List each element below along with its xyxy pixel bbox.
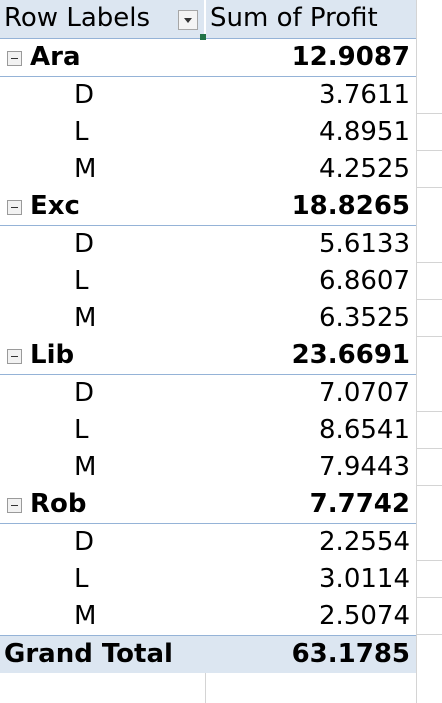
group-label: Ara [30, 39, 81, 76]
column-gridline [205, 668, 206, 703]
pivot-item-row[interactable]: D 3.7611 [0, 77, 416, 114]
item-label: L [74, 412, 89, 449]
pivot-table[interactable]: Row Labels Sum of Profit Ara 12.9087 D 3… [0, 0, 416, 673]
collapse-icon[interactable] [7, 51, 22, 66]
pivot-item-row[interactable]: M 6.3525 [0, 300, 416, 337]
item-label: L [74, 561, 89, 598]
chevron-down-icon [184, 18, 192, 23]
item-value: 5.6133 [319, 226, 410, 263]
pivot-item-row[interactable]: L 3.0114 [0, 561, 416, 598]
group-label: Lib [30, 337, 74, 374]
item-value: 7.0707 [319, 375, 410, 412]
item-label: D [74, 77, 94, 114]
group-total: 18.8265 [292, 188, 410, 225]
item-value: 3.7611 [319, 77, 410, 114]
item-label: D [74, 524, 94, 561]
group-total: 23.6691 [292, 337, 410, 374]
pivot-item-row[interactable]: D 2.2554 [0, 524, 416, 561]
pivot-item-row[interactable]: D 7.0707 [0, 375, 416, 412]
sum-of-profit-header[interactable]: Sum of Profit [210, 0, 378, 37]
header-separator [204, 0, 206, 38]
pivot-item-row[interactable]: L 4.8951 [0, 114, 416, 151]
item-label: M [74, 449, 96, 486]
item-value: 4.8951 [319, 114, 410, 151]
item-label: M [74, 598, 96, 635]
group-label: Rob [30, 486, 87, 523]
item-label: M [74, 300, 96, 337]
item-value: 4.2525 [319, 151, 410, 188]
grand-total-label: Grand Total [4, 636, 173, 673]
pivot-item-row[interactable]: M 7.9443 [0, 449, 416, 486]
pivot-item-row[interactable]: M 2.5074 [0, 598, 416, 635]
group-total: 12.9087 [292, 39, 410, 76]
filter-dropdown-button[interactable] [178, 10, 198, 30]
grand-total-value: 63.1785 [292, 636, 410, 673]
group-total: 7.7742 [310, 486, 410, 523]
item-value: 2.5074 [319, 598, 410, 635]
item-value: 2.2554 [319, 524, 410, 561]
item-value: 6.8607 [319, 263, 410, 300]
item-value: 6.3525 [319, 300, 410, 337]
item-value: 7.9443 [319, 449, 410, 486]
item-label: D [74, 226, 94, 263]
collapse-icon[interactable] [7, 349, 22, 364]
pivot-item-row[interactable]: L 6.8607 [0, 263, 416, 300]
item-label: L [74, 114, 89, 151]
pivot-group-row[interactable]: Ara 12.9087 [0, 39, 416, 77]
pivot-item-row[interactable]: D 5.6133 [0, 226, 416, 263]
grand-total-row[interactable]: Grand Total 63.1785 [0, 635, 416, 673]
pivot-group-row[interactable]: Lib 23.6691 [0, 337, 416, 375]
item-label: L [74, 263, 89, 300]
item-label: D [74, 375, 94, 412]
item-value: 8.6541 [319, 412, 410, 449]
row-labels-header[interactable]: Row Labels [4, 0, 150, 37]
item-label: M [74, 151, 96, 188]
collapse-icon[interactable] [7, 498, 22, 513]
pivot-item-row[interactable]: M 4.2525 [0, 151, 416, 188]
pivot-header-row: Row Labels Sum of Profit [0, 0, 416, 39]
pivot-group-row[interactable]: Exc 18.8265 [0, 188, 416, 226]
collapse-icon[interactable] [7, 200, 22, 215]
pivot-item-row[interactable]: L 8.6541 [0, 412, 416, 449]
group-label: Exc [30, 188, 80, 225]
item-value: 3.0114 [319, 561, 410, 598]
pivot-group-row[interactable]: Rob 7.7742 [0, 486, 416, 524]
